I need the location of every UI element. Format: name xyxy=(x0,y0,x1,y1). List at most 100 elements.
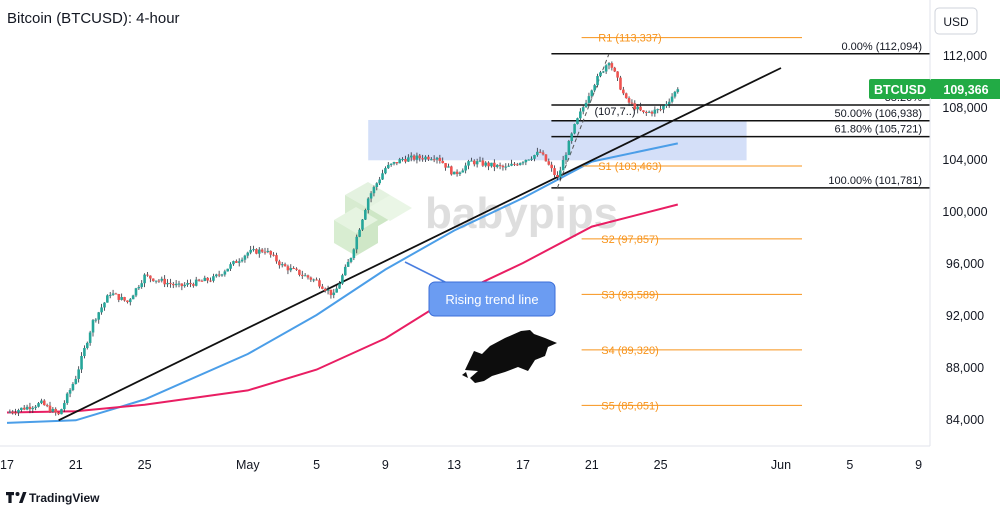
candle-body xyxy=(160,278,164,281)
candle-body xyxy=(421,158,424,160)
candle-body xyxy=(427,156,430,160)
x-tick-label: Jun xyxy=(771,458,791,472)
candle-body xyxy=(240,259,244,262)
candle-body xyxy=(530,158,533,160)
candle-body xyxy=(407,157,410,162)
x-tick-label: 25 xyxy=(138,458,152,472)
candle xyxy=(263,247,267,255)
candle xyxy=(401,157,404,162)
candle-body xyxy=(28,406,32,410)
candle xyxy=(475,158,479,168)
candle-body xyxy=(513,163,516,165)
candle xyxy=(455,169,459,177)
candle-body xyxy=(558,170,562,178)
candle xyxy=(653,106,657,117)
candle-body xyxy=(627,98,631,103)
candle xyxy=(450,165,453,176)
candle xyxy=(561,155,565,171)
candle xyxy=(518,162,522,166)
candle xyxy=(650,110,654,117)
candle xyxy=(194,276,198,287)
candle xyxy=(642,110,645,114)
candle xyxy=(280,261,284,268)
fib-label: 50.00% (106,938) xyxy=(835,108,922,120)
candle xyxy=(217,270,221,278)
candle-body xyxy=(51,408,55,412)
candle xyxy=(203,275,207,282)
candle-body xyxy=(547,161,551,165)
candle xyxy=(151,278,155,282)
candle xyxy=(252,245,255,252)
candle xyxy=(71,382,75,392)
candle-body xyxy=(412,155,416,160)
candle xyxy=(232,260,235,266)
candle-body xyxy=(220,274,224,276)
candle xyxy=(229,262,232,272)
candle xyxy=(369,191,373,203)
candle xyxy=(160,276,164,283)
candle-body xyxy=(83,348,86,357)
candle-body xyxy=(438,157,442,161)
candle-body xyxy=(329,289,333,296)
candle xyxy=(91,319,95,337)
candle xyxy=(627,96,631,106)
candle-body xyxy=(487,162,490,167)
candle-body xyxy=(300,274,304,276)
candle-body xyxy=(633,103,637,110)
candle xyxy=(286,264,290,275)
candle xyxy=(128,298,132,306)
candle xyxy=(298,269,301,277)
candle xyxy=(659,105,662,112)
candle-body xyxy=(37,403,40,407)
candle xyxy=(547,158,551,166)
candle xyxy=(220,273,224,277)
candle xyxy=(355,234,359,254)
tradingview-logo[interactable]: TradingView xyxy=(6,491,100,505)
y-tick-label: 88,000 xyxy=(946,361,984,375)
candle-body xyxy=(650,111,654,114)
candle-body xyxy=(306,275,310,278)
candle xyxy=(644,110,648,116)
candle xyxy=(260,248,264,254)
candle-body xyxy=(217,274,221,276)
candle-body xyxy=(673,91,677,97)
candle xyxy=(166,279,169,288)
candle xyxy=(266,247,270,254)
candle xyxy=(441,157,445,164)
candle-body xyxy=(659,109,662,111)
x-tick-label: 21 xyxy=(585,458,599,472)
candle xyxy=(636,103,639,114)
candle-body xyxy=(521,162,525,164)
candle-body xyxy=(553,168,556,176)
candle xyxy=(392,161,396,166)
candle-body xyxy=(255,249,258,254)
candle xyxy=(17,408,20,416)
candle xyxy=(20,407,23,413)
candle xyxy=(240,257,244,263)
candle-body xyxy=(501,165,505,168)
candle xyxy=(149,275,152,283)
candle xyxy=(54,407,58,416)
candle xyxy=(51,406,55,413)
candle-body xyxy=(312,279,316,281)
candle-body xyxy=(389,163,393,165)
candle xyxy=(432,155,436,163)
candle xyxy=(309,276,313,282)
candle-body xyxy=(579,111,582,119)
candle-body xyxy=(524,159,528,163)
candle xyxy=(590,89,594,99)
candle-body xyxy=(624,93,628,99)
candle-body xyxy=(418,155,422,159)
currency-label: USD xyxy=(943,15,969,29)
candle xyxy=(407,154,410,162)
candle-body xyxy=(128,299,132,303)
candle xyxy=(498,162,502,170)
candle-body xyxy=(192,284,195,286)
candle-body xyxy=(644,112,648,114)
candle xyxy=(495,164,499,169)
currency-button[interactable] xyxy=(934,7,978,35)
candle-body xyxy=(590,90,594,97)
candle-body xyxy=(461,170,465,173)
candle xyxy=(186,279,189,287)
candle-body xyxy=(435,157,439,160)
